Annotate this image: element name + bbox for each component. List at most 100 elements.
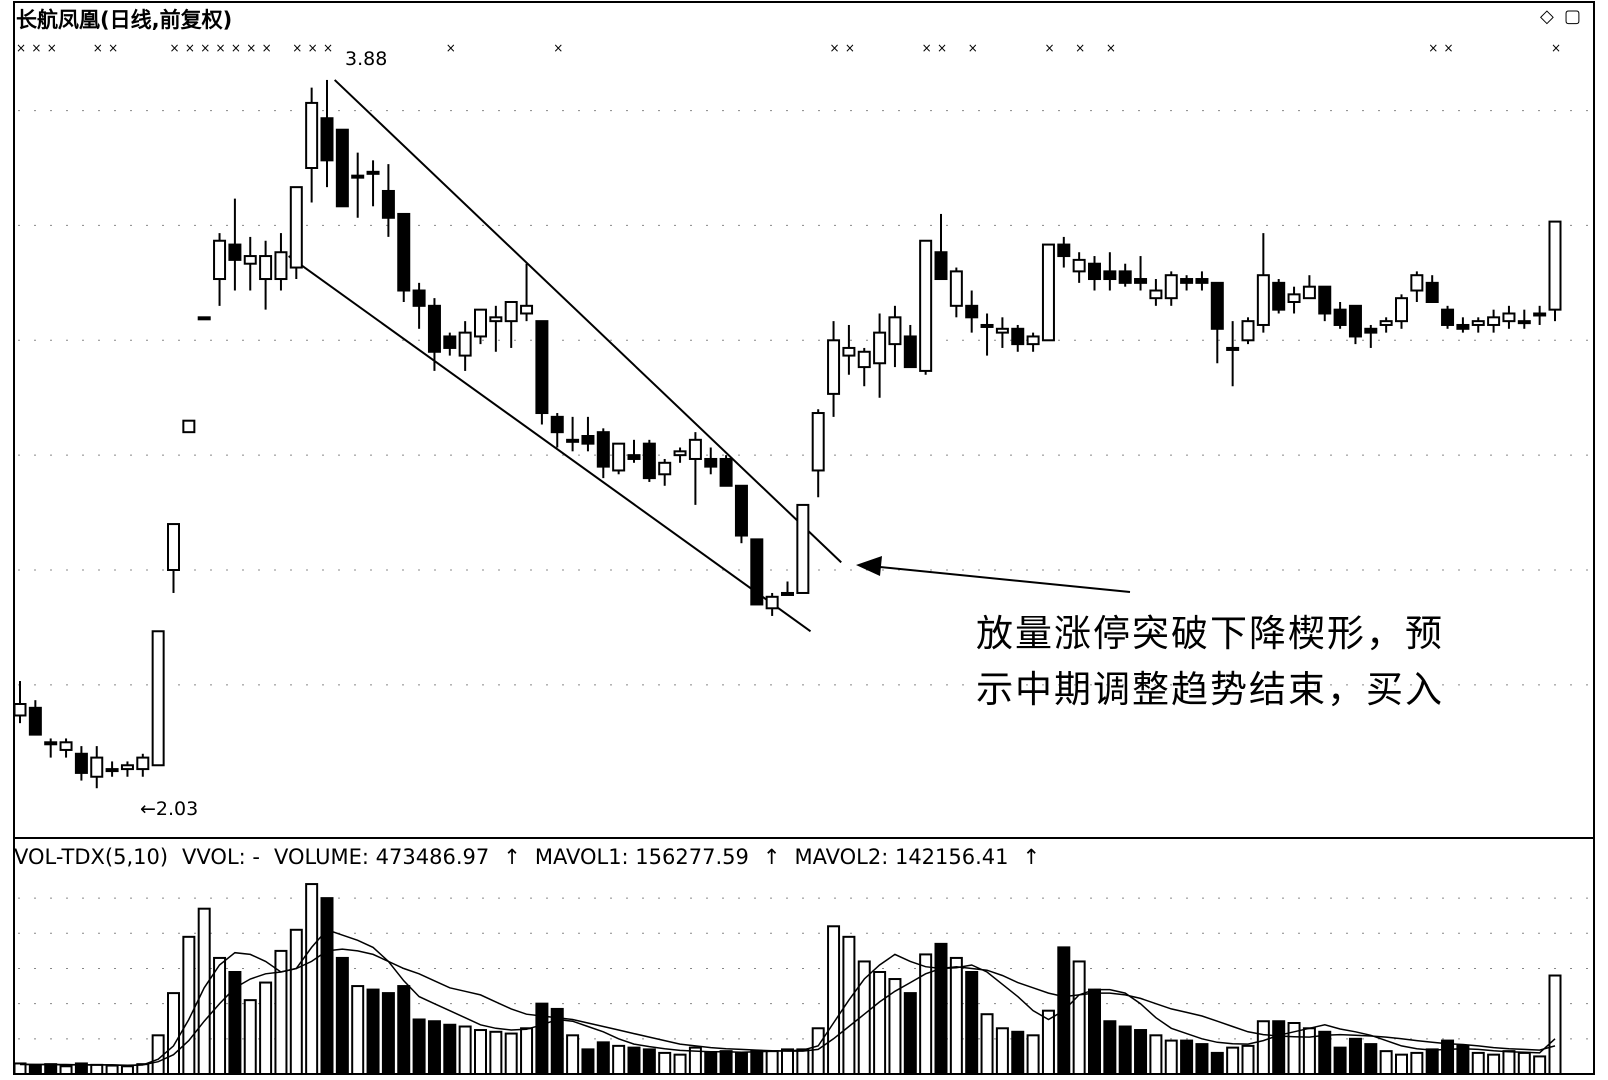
candle-body [91, 758, 102, 777]
candle [859, 348, 870, 386]
candle [1550, 222, 1561, 322]
candle [1258, 233, 1269, 333]
volume-bar [1028, 1035, 1039, 1074]
volume-bar [475, 1030, 486, 1074]
mavol1-value: MAVOL1: 156277.59↑ [535, 845, 781, 869]
event-marker: × [308, 41, 318, 55]
candle-body [736, 486, 747, 536]
candle [199, 317, 210, 319]
diamond-icon[interactable]: ◇ [1540, 6, 1554, 27]
volume-bar [1181, 1041, 1192, 1074]
candle-body [1181, 279, 1192, 283]
candle [1350, 306, 1361, 344]
volume-bars [15, 884, 1561, 1074]
candle-body [1319, 287, 1330, 314]
candle [920, 241, 931, 375]
event-marker: × [1551, 41, 1561, 55]
candle-body [997, 329, 1008, 333]
candle [1442, 306, 1453, 329]
candle-body [444, 336, 455, 347]
volume-bar [582, 1049, 593, 1074]
volume-bar [521, 1028, 532, 1074]
candle [690, 432, 701, 505]
candle-body [874, 333, 885, 364]
volume-bar [1427, 1049, 1438, 1074]
volume-indicator-name: VOL-TDX(5,10) [14, 845, 168, 869]
volume-bar [1473, 1053, 1484, 1074]
volume-bar [337, 958, 348, 1074]
volume-value: VOLUME: 473486.97↑ [274, 845, 521, 869]
volume-bar [291, 930, 302, 1074]
candle [966, 291, 977, 333]
annotation-text: 放量涨停突破下降楔形，预 示中期调整趋势结束，买入 [976, 606, 1444, 718]
candle-body [1058, 245, 1069, 256]
volume-bar [1196, 1044, 1207, 1074]
annotation-line-2: 示中期调整趋势结束，买入 [976, 662, 1444, 718]
volume-bar [214, 958, 225, 1074]
volume-bar [30, 1065, 41, 1074]
candle-body [629, 455, 640, 459]
candle [521, 264, 532, 321]
volume-bar [1335, 1048, 1346, 1074]
candle-body [214, 241, 225, 279]
candle-body [598, 432, 609, 466]
candle [997, 317, 1008, 348]
candle [214, 233, 225, 306]
volume-bar [613, 1046, 624, 1074]
square-icon[interactable]: ▢ [1564, 6, 1581, 27]
volume-bar [1166, 1041, 1177, 1074]
volume-bar [1519, 1053, 1530, 1074]
event-marker: × [1428, 41, 1438, 55]
candle [1150, 279, 1161, 306]
candle-body [245, 256, 256, 264]
volume-bar [306, 884, 317, 1074]
volume-bar [1089, 990, 1100, 1074]
candle [1335, 302, 1346, 329]
volume-bar [122, 1066, 133, 1074]
candle [1058, 237, 1069, 268]
candle-body [567, 440, 578, 442]
volume-bar [1135, 1030, 1146, 1074]
volume-bar [1150, 1035, 1161, 1074]
volume-bar [1304, 1028, 1315, 1074]
candle [137, 754, 148, 777]
candle [552, 413, 563, 447]
candle [368, 160, 379, 206]
volume-bar [644, 1049, 655, 1074]
candle [30, 700, 41, 734]
volume-bar [1104, 1021, 1115, 1074]
candle [352, 153, 363, 218]
candle-body [1442, 310, 1453, 325]
event-marker: × [216, 41, 226, 55]
candle-body [1457, 325, 1468, 329]
candle [383, 164, 394, 237]
candle-body [168, 524, 179, 570]
volume-bar [997, 1028, 1008, 1074]
candle [1273, 279, 1284, 313]
candle [15, 681, 26, 723]
candle-body [1166, 275, 1177, 298]
candle-body [30, 708, 41, 735]
candle [705, 447, 716, 474]
candle [1028, 333, 1039, 352]
volume-bar [1243, 1046, 1254, 1074]
candle-body [982, 325, 993, 327]
candle [1411, 271, 1422, 302]
candle-body [1350, 306, 1361, 337]
candle [1196, 271, 1207, 290]
candle-body [183, 421, 194, 432]
volume-bar [383, 993, 394, 1074]
candle [1012, 325, 1023, 352]
candle [1534, 306, 1545, 325]
volume-bar [91, 1065, 102, 1074]
candle [414, 283, 425, 329]
volume-bar [721, 1051, 732, 1074]
volume-bar [1258, 1021, 1269, 1074]
candle [1519, 310, 1530, 329]
event-marker: × [968, 41, 978, 55]
candle [183, 421, 194, 432]
candle [1365, 325, 1376, 348]
event-markers: ×××××××××××××××××××××××××××× [16, 41, 1561, 55]
annotation-arrow [856, 556, 1130, 592]
